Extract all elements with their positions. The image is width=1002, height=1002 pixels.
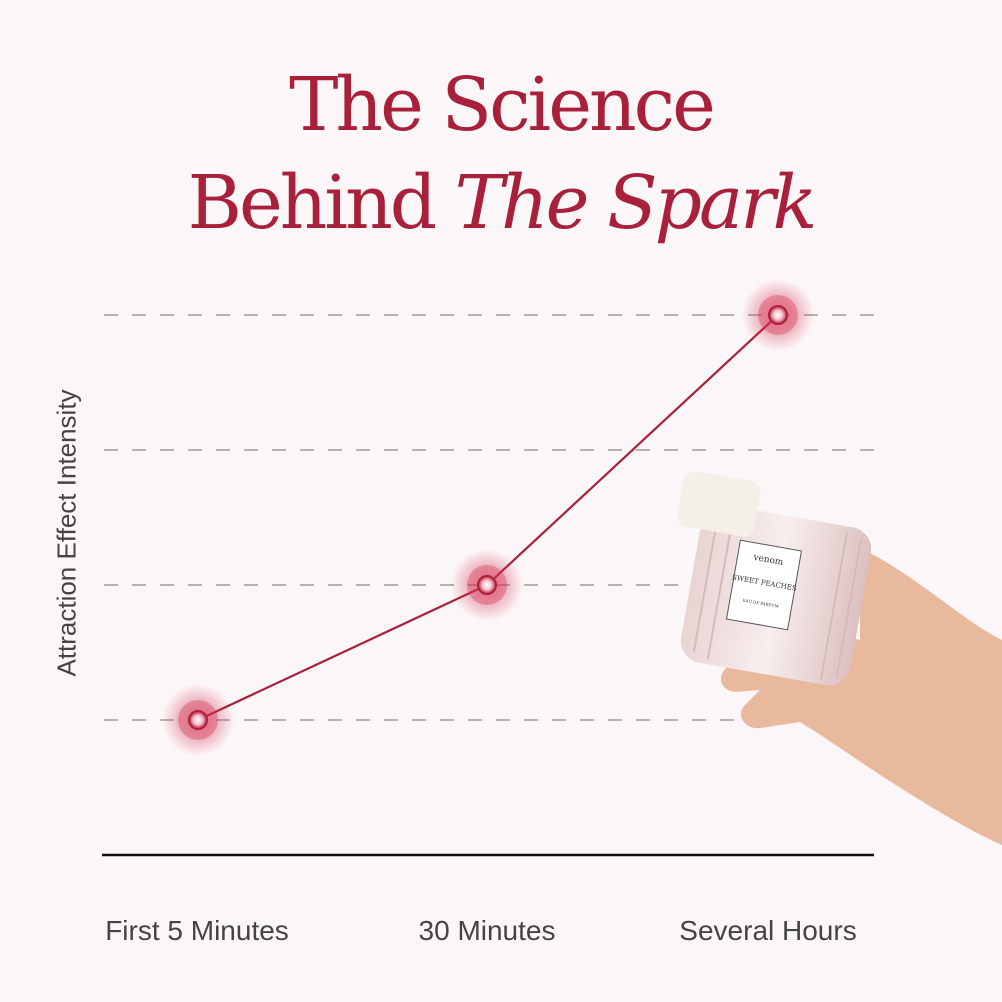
hand-holding-bottle-image: venom SWEET PEACHES EAU DE PARFUM	[677, 471, 1002, 845]
data-point	[188, 710, 208, 730]
x-tick-label: First 5 Minutes	[105, 915, 289, 946]
chart-title-line1: The Science	[289, 62, 716, 148]
chart-title-line2: Behind The Spark	[0, 166, 1002, 240]
product-type-text: EAU DE PARFUM	[742, 598, 779, 609]
title-plain: Behind	[187, 160, 438, 246]
data-point	[477, 575, 497, 595]
x-tick-label: Several Hours	[679, 915, 857, 946]
data-point	[768, 305, 788, 325]
x-tick-label: 30 Minutes	[418, 915, 556, 946]
title-italic: The Spark	[454, 160, 818, 246]
